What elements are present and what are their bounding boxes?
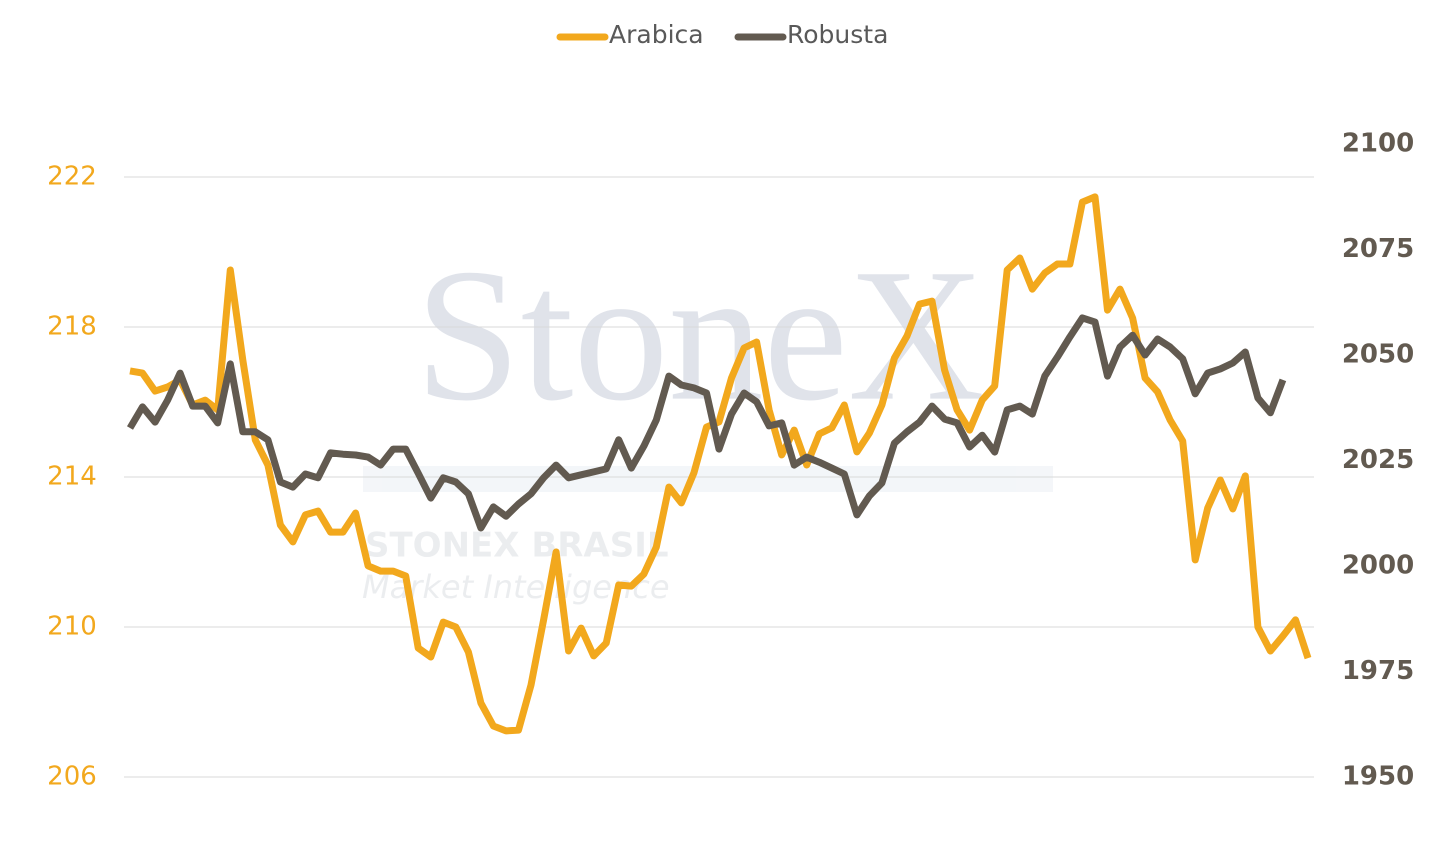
legend-item: Arabica: [556, 20, 704, 49]
y-tick-label: 210: [47, 612, 97, 642]
line-series: [129, 193, 1312, 735]
y2-tick-label: 1975: [1342, 656, 1414, 686]
y2-tick-label: 2100: [1342, 129, 1414, 159]
y-tick-label: 206: [47, 762, 97, 792]
y-tick-label: 218: [47, 312, 97, 342]
y-tick-label: 222: [47, 162, 97, 192]
watermark-logo: StoneX: [415, 231, 985, 441]
y2-tick-label: 2000: [1342, 551, 1414, 581]
line-series: [126, 314, 1287, 532]
watermark: StoneX STONEX BRASIL Market Intelligence: [362, 231, 1053, 606]
legend-item: Robusta: [734, 20, 888, 49]
legend-label: Robusta: [787, 20, 888, 49]
y2-tick-label: 2075: [1342, 234, 1414, 264]
watermark-brand: STONEX BRASIL: [365, 526, 669, 566]
y2-tick-label: 2050: [1342, 340, 1414, 370]
y-tick-label: 214: [47, 462, 97, 492]
y2-tick-label: 2025: [1342, 445, 1414, 475]
y2-tick-label: 1950: [1342, 762, 1414, 792]
watermark-band: [363, 466, 1053, 492]
legend-label: Arabica: [609, 20, 704, 49]
